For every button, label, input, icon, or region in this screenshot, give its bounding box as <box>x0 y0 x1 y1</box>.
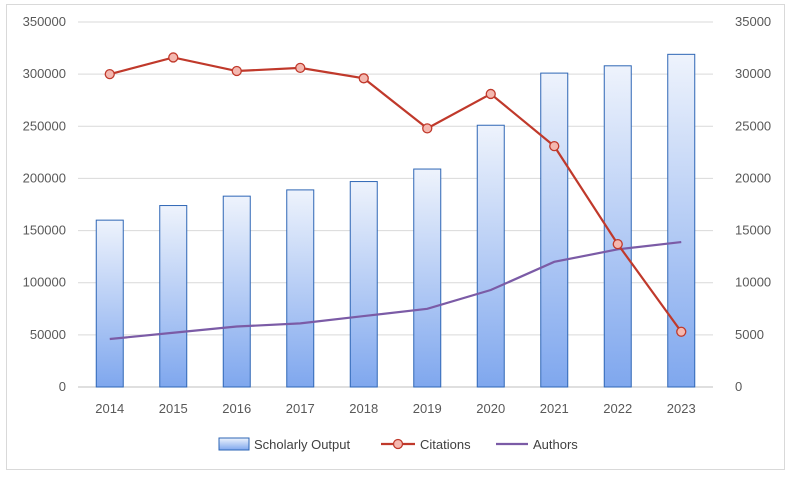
bar-scholarly-output <box>159 205 188 388</box>
left-axis-ticks: 0 50000 100000 150000 200000 250000 300000 3500… <box>23 14 66 394</box>
left-axis-tick-label: 300000 <box>23 66 66 81</box>
right-axis-tick-label: 30000 <box>735 66 771 81</box>
point-citations <box>676 326 687 337</box>
point-citations <box>612 238 623 250</box>
point-citations <box>168 52 179 63</box>
legend-label-authors: Authors <box>533 437 578 452</box>
x-axis-tick-label: 2015 <box>159 401 188 416</box>
x-axis-tick-label: 2019 <box>413 401 442 416</box>
chart-frame <box>6 4 785 470</box>
point-citations <box>358 73 369 84</box>
x-axis-tick-label: 2016 <box>222 401 251 416</box>
x-axis-tick-label: 2014 <box>95 401 124 416</box>
left-axis-tick-label: 100000 <box>23 275 66 290</box>
x-axis-tick-label: 2023 <box>667 401 696 416</box>
right-axis-tick-label: 20000 <box>735 170 771 185</box>
right-axis-tick-label: 35000 <box>735 14 771 29</box>
right-axis-tick-label: 10000 <box>735 275 771 290</box>
x-axis-tick-label: 2021 <box>540 401 569 416</box>
legend-swatch-scholarly-output <box>218 437 250 451</box>
legend-label-citations: Citations <box>420 437 471 452</box>
left-axis-tick-label: 250000 <box>23 118 66 133</box>
right-axis-tick-label: 0 <box>735 379 742 394</box>
point-citations <box>485 88 496 100</box>
bar-scholarly-output <box>413 168 442 388</box>
left-axis-tick-label: 150000 <box>23 223 66 238</box>
x-axis-tick-label: 2020 <box>476 401 505 416</box>
legend: Scholarly Output Citations Authors <box>218 437 578 452</box>
right-axis-tick-label: 5000 <box>735 327 764 342</box>
point-citations <box>295 62 306 74</box>
bar-scholarly-output <box>95 219 124 388</box>
right-axis-tick-label: 25000 <box>735 118 771 133</box>
left-axis-tick-label: 200000 <box>23 170 66 185</box>
point-citations <box>104 68 115 80</box>
right-axis-tick-label: 15000 <box>735 223 771 238</box>
point-citations <box>549 140 560 152</box>
citation-markers <box>104 52 687 337</box>
x-axis-tick-label: 2018 <box>349 401 378 416</box>
bar-scholarly-output <box>667 53 696 388</box>
line-authors <box>109 240 682 341</box>
x-axis-tick-label: 2017 <box>286 401 315 416</box>
left-axis-tick-label: 350000 <box>23 14 66 29</box>
bar-scholarly-output <box>222 195 251 388</box>
bar-scholarly-output <box>540 72 569 388</box>
legend-label-scholarly-output: Scholarly Output <box>254 437 350 452</box>
right-axis-ticks: 0 5000 10000 15000 20000 25000 30000 35000 <box>735 14 771 394</box>
bar-scholarly-output <box>476 124 505 388</box>
left-axis-tick-label: 0 <box>59 379 66 394</box>
point-citations <box>422 123 433 134</box>
left-axis-tick-label: 50000 <box>30 327 66 342</box>
line-series <box>109 56 683 341</box>
bar-scholarly-output <box>603 65 632 388</box>
bar-series <box>95 53 696 388</box>
point-citations <box>231 65 242 77</box>
x-axis-ticks: 2014 2015 2016 2017 2018 2019 2020 2021 2022 2023 <box>95 401 695 416</box>
x-axis-tick-label: 2022 <box>603 401 632 416</box>
line-citations <box>109 56 683 333</box>
legend-marker-citations <box>392 438 404 450</box>
bar-scholarly-output <box>349 181 378 388</box>
bar-scholarly-output <box>286 189 315 388</box>
